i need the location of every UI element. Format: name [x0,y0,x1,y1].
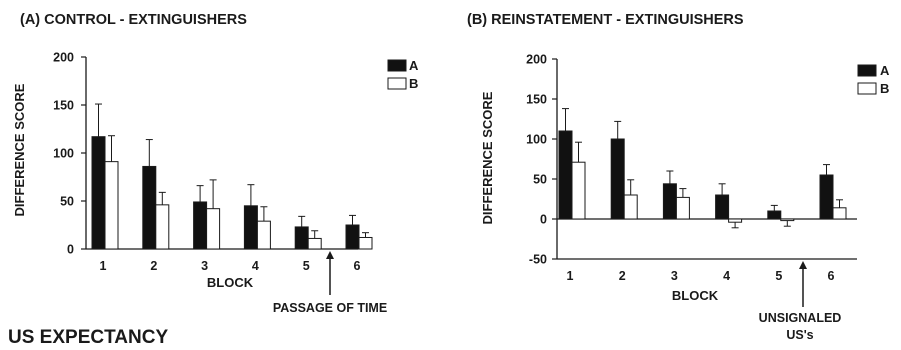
chart-a-bar-b [358,236,373,250]
chart-a-x-tick-label: 6 [354,259,361,273]
chart-b-y-tick-label: -50 [529,253,547,267]
chart-b-annotation-line-1: UNSIGNALED [759,311,842,325]
chart-a-y-tick-label: 0 [67,243,74,257]
chart-b-legend-b-swatch [857,82,877,95]
chart-b-legend-a-swatch [857,64,877,77]
chart-a-y-tick-label: 200 [53,51,74,65]
chart-a-bar-a [142,165,157,250]
chart-a-bar-b [155,204,170,250]
chart-b-bar-a [715,194,730,220]
chart-a-bar-a [91,136,106,250]
figure-caption: US EXPECTANCY [8,327,168,348]
chart-a-legend-b-label: B [409,76,418,91]
chart-b-x-tick-label: 2 [619,269,626,283]
chart-b-bar-b [675,196,690,220]
chart-a-bar-b [104,161,119,250]
chart-b-annotation-line-2: US's [786,328,813,342]
chart-a-bar-a [243,205,258,250]
chart-marks: 0 50 100 150 200 1 2 3 4 5 6 -50 0 50 100 150 200 1 2 3 4 5 6 [53,51,877,307]
chart-b-y-tick-label: 150 [526,93,547,107]
chart-b-bar-b [571,161,586,220]
chart-b-xlabel: BLOCK [672,288,719,303]
chart-b-bar-a [610,138,625,220]
chart-b-y-tick-label: 50 [533,173,547,187]
chart-a-legend-b-swatch [387,77,407,90]
chart-a-x-tick-label: 3 [201,259,208,273]
chart-b-annotation-arrowhead [799,261,807,269]
chart-a-annotation: PASSAGE OF TIME [273,301,387,315]
chart-b-bar-b [780,218,795,222]
chart-b-x-tick-label: 4 [723,269,730,283]
chart-b-legend-a-label: A [880,63,890,78]
chart-b-bar-a [558,130,573,220]
chart-a-annotation-arrowhead [326,251,334,259]
chart-a-bar-a [345,224,360,250]
chart-a-bar-a [294,226,309,250]
chart-a-bar-b [206,208,221,250]
chart-a-x-tick-label: 2 [150,259,157,273]
chart-a-x-tick-label: 5 [303,259,310,273]
chart-b-bar-a [767,210,782,220]
chart-b-bar-b [832,207,847,220]
chart-a-y-tick-label: 50 [60,195,74,209]
chart-a-bar-b [307,237,322,250]
chart-b-x-tick-label: 3 [671,269,678,283]
chart-b-x-tick-label: 1 [567,269,574,283]
chart-b-y-tick-label: 100 [526,133,547,147]
chart-b-bar-a [662,183,677,220]
chart-b-x-tick-label: 6 [828,269,835,283]
chart-a-y-tick-label: 150 [53,99,74,113]
chart-a-bar-a [193,201,208,250]
chart-b-x-tick-label: 5 [775,269,782,283]
chart-a-title: (A) CONTROL - EXTINGUISHERS [20,12,247,28]
chart-a-x-tick-label: 1 [100,259,107,273]
chart-a-xlabel: BLOCK [207,275,254,290]
chart-b-bar-a [819,174,834,220]
chart-a-bar-b [256,220,271,250]
chart-a-legend-a-swatch [387,59,407,72]
chart-b-y-tick-label: 0 [540,213,547,227]
chart-b-title: (B) REINSTATEMENT - EXTINGUISHERS [467,12,744,28]
chart-b-ylabel: DIFFERENCE SCORE [480,91,495,224]
chart-a-ylabel: DIFFERENCE SCORE [12,83,27,216]
chart-a-x-tick-label: 4 [252,259,259,273]
chart-b-bar-b [728,218,743,223]
chart-a-y-tick-label: 100 [53,147,74,161]
chart-b-bar-b [623,194,638,220]
chart-a-legend-a-label: A [409,58,419,73]
chart-b-legend-b-label: B [880,81,889,96]
chart-b-y-tick-label: 200 [526,53,547,67]
